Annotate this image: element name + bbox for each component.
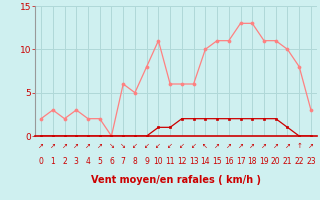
Text: 11: 11 — [165, 157, 175, 166]
Text: Vent moyen/en rafales ( km/h ): Vent moyen/en rafales ( km/h ) — [91, 175, 261, 185]
Text: ↗: ↗ — [284, 143, 291, 149]
Text: ↘: ↘ — [108, 143, 115, 149]
Text: ↙: ↙ — [179, 143, 185, 149]
Text: 7: 7 — [121, 157, 126, 166]
Text: ↙: ↙ — [132, 143, 138, 149]
Text: ↗: ↗ — [73, 143, 79, 149]
Text: 14: 14 — [201, 157, 210, 166]
Text: 3: 3 — [74, 157, 79, 166]
Text: ↖: ↖ — [202, 143, 208, 149]
Text: 19: 19 — [259, 157, 269, 166]
Text: 17: 17 — [236, 157, 245, 166]
Text: 22: 22 — [294, 157, 304, 166]
Text: 23: 23 — [306, 157, 316, 166]
Text: ↗: ↗ — [273, 143, 279, 149]
Text: 6: 6 — [109, 157, 114, 166]
Text: ↗: ↗ — [85, 143, 91, 149]
Text: ↙: ↙ — [167, 143, 173, 149]
Text: ↗: ↗ — [214, 143, 220, 149]
Text: 20: 20 — [271, 157, 281, 166]
Text: ↗: ↗ — [249, 143, 255, 149]
Text: 8: 8 — [132, 157, 137, 166]
Text: ↗: ↗ — [97, 143, 103, 149]
Text: 4: 4 — [85, 157, 91, 166]
Text: 12: 12 — [177, 157, 187, 166]
Text: ↗: ↗ — [308, 143, 314, 149]
Text: ↗: ↗ — [61, 143, 68, 149]
Text: 13: 13 — [189, 157, 198, 166]
Text: 15: 15 — [212, 157, 222, 166]
Text: 21: 21 — [283, 157, 292, 166]
Text: ↘: ↘ — [120, 143, 126, 149]
Text: ↑: ↑ — [296, 143, 302, 149]
Text: 18: 18 — [247, 157, 257, 166]
Text: ↙: ↙ — [191, 143, 196, 149]
Text: ↗: ↗ — [237, 143, 244, 149]
Text: ↗: ↗ — [261, 143, 267, 149]
Text: 0: 0 — [39, 157, 44, 166]
Text: ↗: ↗ — [38, 143, 44, 149]
Text: 9: 9 — [144, 157, 149, 166]
Text: ↗: ↗ — [50, 143, 56, 149]
Text: 16: 16 — [224, 157, 234, 166]
Text: ↙: ↙ — [144, 143, 150, 149]
Text: 10: 10 — [154, 157, 163, 166]
Text: 2: 2 — [62, 157, 67, 166]
Text: ↗: ↗ — [226, 143, 232, 149]
Text: 1: 1 — [51, 157, 55, 166]
Text: ↙: ↙ — [156, 143, 161, 149]
Text: 5: 5 — [97, 157, 102, 166]
